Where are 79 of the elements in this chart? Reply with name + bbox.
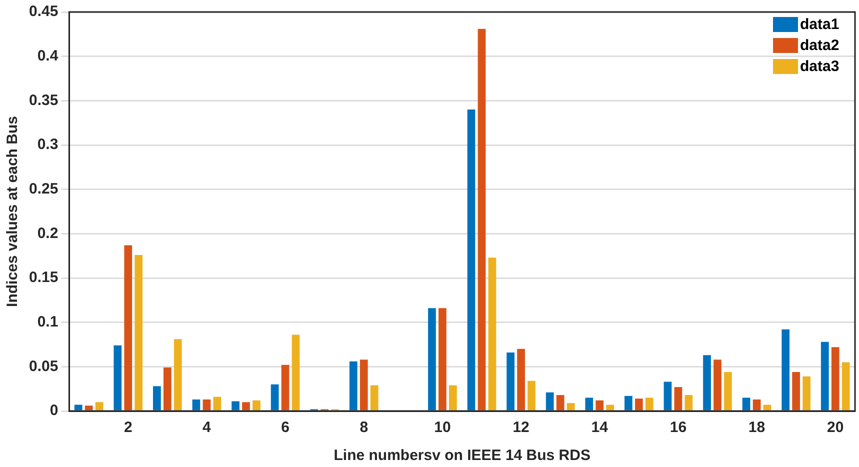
bar — [664, 382, 672, 410]
bar — [624, 396, 632, 410]
bar — [242, 402, 250, 410]
x-tick-label: 8 — [360, 419, 368, 436]
bar — [782, 329, 790, 410]
y-tick-label: 0.05 — [28, 358, 58, 375]
y-tick-label: 0.15 — [28, 269, 58, 286]
legend-label: data2 — [800, 37, 840, 54]
bar — [360, 360, 368, 410]
x-tick-label: 18 — [748, 419, 766, 436]
bar — [153, 386, 161, 410]
y-tick-label: 0.35 — [28, 92, 58, 109]
bar — [281, 364, 290, 410]
legend-label: data1 — [800, 16, 840, 34]
x-axis-title: Line numbersv on IEEE 14 Bus RDS — [334, 447, 590, 464]
bar — [506, 352, 514, 410]
bar — [202, 399, 211, 410]
bar — [349, 361, 358, 410]
bar — [84, 406, 93, 410]
y-tick-label: 0.4 — [37, 47, 59, 64]
bar — [292, 334, 300, 410]
bar — [742, 398, 750, 410]
bar — [674, 387, 682, 410]
bar — [596, 400, 604, 410]
bar — [213, 396, 222, 410]
y-tick-label: 0 — [50, 402, 58, 420]
bar — [449, 385, 457, 410]
x-tick-label: 4 — [202, 419, 212, 436]
bar — [370, 385, 378, 410]
y-tick-label: 0.45 — [28, 3, 58, 20]
x-tick-label: 14 — [591, 419, 609, 436]
bar — [428, 308, 436, 410]
bar — [703, 355, 711, 410]
x-tick-label: 2 — [124, 419, 132, 436]
y-tick-label: 0.25 — [28, 180, 58, 198]
bar — [478, 28, 486, 410]
bar — [792, 372, 800, 410]
x-tick-label: 16 — [670, 419, 687, 436]
bar — [752, 399, 761, 410]
bar — [566, 403, 575, 410]
bar — [270, 384, 279, 410]
bar — [74, 404, 82, 410]
bar — [134, 254, 143, 410]
bar — [232, 401, 240, 410]
bar — [124, 245, 132, 410]
bar — [192, 399, 200, 410]
x-tick-label: 20 — [827, 419, 844, 436]
bar — [528, 380, 536, 410]
x-tick-label: 10 — [434, 419, 451, 436]
bar — [517, 348, 525, 410]
bar — [95, 402, 104, 410]
bar — [585, 398, 594, 410]
bar — [606, 404, 614, 410]
bar — [488, 258, 496, 410]
bar — [724, 372, 732, 410]
bar — [546, 392, 554, 410]
bar — [467, 110, 476, 410]
y-tick-label: 0.1 — [37, 313, 58, 330]
bar — [174, 339, 182, 410]
y-tick-label: 0.2 — [37, 224, 58, 242]
bar — [820, 342, 829, 410]
y-tick-label: 0.3 — [37, 136, 58, 154]
bar — [252, 400, 260, 410]
bar — [114, 345, 122, 410]
x-tick-label: 6 — [281, 419, 290, 436]
bar — [714, 360, 722, 410]
bar — [163, 368, 172, 410]
bar — [842, 362, 850, 410]
bar — [645, 398, 654, 410]
y-axis-title: Indices values at each Bus — [4, 116, 22, 307]
bar — [831, 347, 840, 410]
bar — [763, 404, 772, 410]
legend-label: data3 — [800, 58, 840, 76]
bar — [684, 395, 693, 410]
bar — [802, 376, 810, 410]
bar — [438, 308, 446, 410]
bar — [556, 395, 564, 410]
x-tick-label: 12 — [512, 419, 530, 436]
bar — [634, 398, 643, 410]
